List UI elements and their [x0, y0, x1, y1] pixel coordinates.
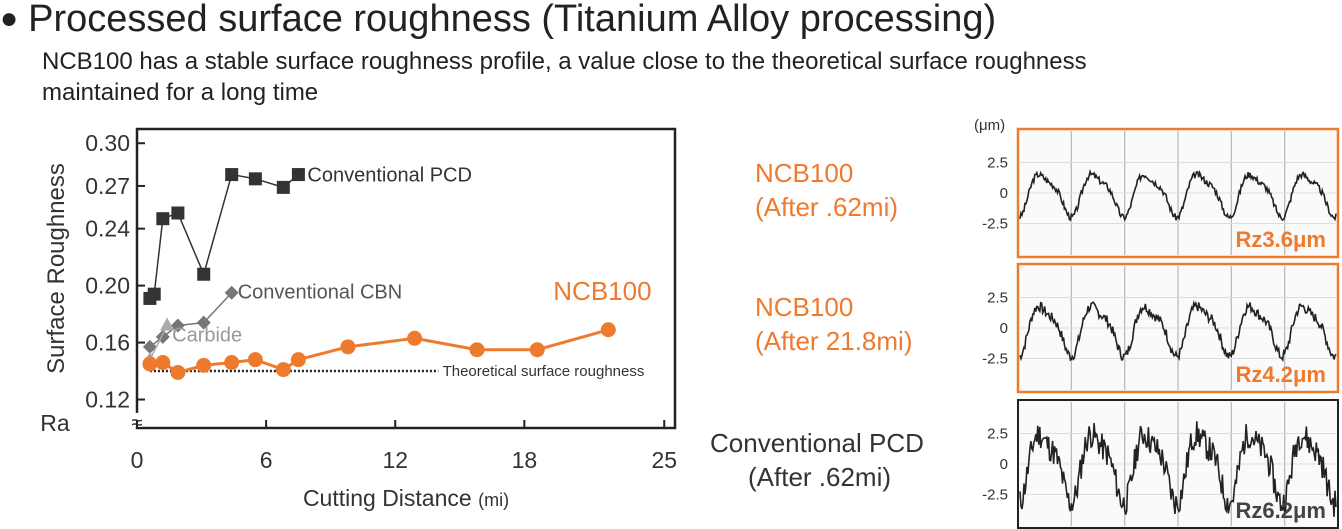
x-tick-label: 0 — [131, 447, 144, 473]
y-tick-label: 0.24 — [85, 216, 130, 242]
profile-caption-line2: (After 21.8mi) — [755, 326, 913, 356]
data-point — [156, 212, 170, 226]
data-point — [291, 168, 305, 182]
profile-caption-line1: NCB100 — [755, 158, 854, 188]
profile-rz-label: Rz4.2μm — [1236, 362, 1327, 387]
data-point — [142, 356, 158, 372]
x-tick-label: 12 — [382, 447, 408, 473]
profile-trace — [1019, 300, 1337, 363]
data-point — [275, 362, 291, 378]
series-label: Carbide — [172, 324, 242, 346]
data-point — [529, 342, 545, 358]
profile-caption-pcd-062: Conventional PCD (After .62mi) — [710, 426, 924, 494]
profile-y-tick-label: 0 — [1000, 456, 1008, 473]
profile-y-tick-label: 0 — [1000, 320, 1008, 337]
x-axis-unit: (mi) — [478, 490, 509, 510]
profile-y-tick-label: 2.5 — [987, 426, 1008, 443]
profile-caption-line1: NCB100 — [755, 292, 854, 322]
page-title: ● Processed surface roughness (Titanium A… — [0, 0, 996, 41]
x-axis-label: Cutting Distance (mi) — [303, 485, 509, 511]
x-tick-label: 6 — [260, 447, 273, 473]
page-title-text: Processed surface roughness (Titanium Al… — [28, 0, 997, 40]
y-tick-label: 0.27 — [85, 173, 130, 199]
series-conventional-pcd: Conventional PCD — [143, 165, 472, 305]
data-point — [171, 206, 185, 220]
data-point — [600, 322, 616, 338]
y-axis-unit: Ra — [40, 410, 70, 436]
profile-caption-line2: (After .62mi) — [748, 462, 892, 492]
data-point — [407, 330, 423, 346]
data-point — [170, 318, 185, 333]
theoretical-roughness-label: Theoretical surface roughness — [443, 363, 645, 380]
profile-y-tick-label: 0 — [1000, 185, 1008, 202]
data-point — [340, 339, 356, 355]
series-ncb100: NCB100 — [142, 276, 652, 380]
profile-y-tick-label: 2.5 — [987, 155, 1008, 172]
data-point — [196, 315, 211, 330]
profile-panel-3: 2.5 0 -2.5 Rz6.2μm — [982, 399, 1339, 529]
y-tick-label: 0.12 — [85, 387, 130, 413]
profile-panel-2: 2.5 0 -2.5 Rz4.2μm — [982, 262, 1340, 394]
x-tick-label: 25 — [651, 447, 677, 473]
profile-caption-ncb100-062: NCB100 (After .62mi) — [755, 156, 898, 224]
subtitle-line-2: maintained for a long time — [42, 79, 319, 106]
data-point — [147, 287, 161, 301]
y-tick-label: 0.30 — [85, 130, 130, 156]
profile-y-tick-label: -2.5 — [982, 351, 1008, 368]
data-point — [170, 364, 186, 380]
profile-caption-line2: (After .62mi) — [755, 192, 899, 222]
data-point — [247, 352, 263, 368]
profile-rz-label: Rz6.2μm — [1236, 498, 1327, 523]
data-point — [155, 355, 171, 371]
x-tick-label: 18 — [512, 447, 538, 473]
series-label: Conventional PCD — [307, 165, 472, 187]
page-subtitle: NCB100 has a stable surface roughness pr… — [42, 46, 1332, 108]
series-label: Conventional CBN — [238, 282, 403, 304]
profile-rz-label: Rz3.6μm — [1236, 227, 1327, 252]
subtitle-line-1: NCB100 has a stable surface roughness pr… — [42, 48, 1087, 75]
data-point — [224, 285, 239, 300]
y-axis-label: Surface Roughness — [43, 163, 70, 374]
data-point — [160, 317, 175, 331]
bullet-icon: ● — [0, 2, 19, 35]
data-point — [248, 172, 262, 186]
data-point — [225, 168, 239, 182]
roughness-chart: ≈0.300.270.240.200.160.1206121825Surface… — [40, 127, 677, 511]
surface-profile-panels: (μm) 2.5 0 -2.5 Rz3.6μm 2.5 0 -2.5 Rz4.2μm 2.5 0 -2… — [974, 117, 1340, 529]
y-tick-label: 0.16 — [85, 330, 130, 356]
data-point — [290, 352, 306, 368]
axis-break-mask — [132, 412, 142, 427]
series-line — [149, 325, 168, 360]
data-point — [197, 267, 211, 281]
profile-panel-1: 2.5 0 -2.5 Rz3.6μm — [982, 127, 1340, 259]
profile-y-tick-label: -2.5 — [982, 216, 1008, 233]
y-tick-label: 0.20 — [85, 273, 130, 299]
profile-caption-ncb100-218: NCB100 (After 21.8mi) — [755, 290, 913, 358]
data-point — [142, 339, 157, 354]
profile-unit-label: (μm) — [974, 117, 1005, 134]
profile-y-tick-label: 2.5 — [987, 290, 1008, 307]
profile-caption-line1: Conventional PCD — [710, 428, 924, 458]
profile-y-tick-label: -2.5 — [982, 487, 1008, 504]
series-label: NCB100 — [553, 276, 651, 306]
data-point — [224, 355, 240, 371]
data-point — [469, 342, 485, 358]
data-point — [196, 357, 212, 373]
profile-trace — [1019, 421, 1337, 517]
profile-trace — [1019, 168, 1337, 222]
data-point — [276, 180, 290, 194]
